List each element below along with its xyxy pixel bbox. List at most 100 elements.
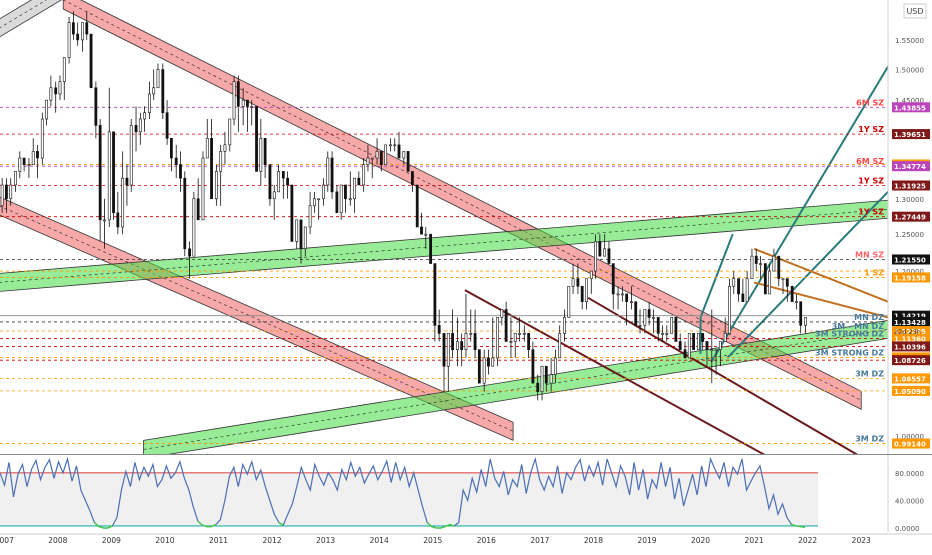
candle-body [344,184,347,200]
candle-body [45,99,48,120]
price-tag-text: 1.43855 [894,104,926,112]
price-level-label: 1Y SZ [858,176,884,185]
time-tick-label: 2008 [48,536,67,545]
candle-body [674,317,678,342]
candle-body [89,33,93,89]
price-tag-box [892,385,930,396]
candle-body [169,138,173,159]
price-level-label: 3M - MN DZ [832,322,885,331]
candle-body [31,151,35,165]
price-tick-label: 1.20000 [895,268,924,276]
time-tick-label: 2017 [530,536,549,545]
price-tick-label: 1.45000 [895,97,924,105]
price-tag-box [892,272,930,283]
candle-body [647,309,651,318]
candle-body [513,333,517,342]
time-tick-label: 2011 [209,536,228,545]
price-level-label: 1Y SZ [858,208,884,217]
oscillator-oversold-segment [444,523,451,528]
candle-body [795,301,798,303]
price-tick-label: 1.25000 [895,231,924,239]
candle-body [544,365,548,384]
oscillator-oversold-segment [197,520,203,526]
candle-body [500,309,504,318]
candle-body [402,151,406,159]
candle-body [76,33,80,41]
oscillator-line [0,456,806,529]
candle-body [192,198,196,257]
candle-body [138,118,142,133]
candle-body [567,285,571,318]
candle-body [540,365,544,392]
candle-body [741,293,745,302]
time-tick-label: 2014 [370,536,389,545]
price-level-label: 3M DZ [855,435,884,444]
candle-body [335,191,339,214]
candle-body [366,157,370,165]
candle-body [98,125,102,221]
trend-line-5 [710,65,888,363]
candle-body [469,333,473,335]
candle-body [411,171,414,186]
candle-body [36,151,39,159]
candle-body [357,177,361,186]
time-tick-label: 2009 [102,536,121,545]
price-tag-box [892,341,930,352]
candle-body [697,333,700,350]
price-tick-label: 1.55000 [895,37,924,45]
candle-body [148,93,151,113]
candle-body [665,333,669,335]
candle-body [268,164,272,200]
candle-body [353,177,356,200]
candle-body [125,177,129,186]
candle-body [58,81,62,95]
price-tag-box [892,373,930,384]
candle-body [201,157,205,221]
oscillator-oversold-segment [440,525,446,529]
candle-body [634,301,638,326]
price-tick-label: 1.00000 [895,433,924,441]
candle-body [745,278,749,302]
candle-body [286,177,290,186]
candle-body [616,293,620,296]
candle-body [554,357,557,375]
price-tag-text: 1.12295 [894,328,926,336]
price-tag-text: 0.99140 [894,441,926,449]
candle-body [62,57,66,82]
candle-body [558,333,562,359]
candle-body [518,333,521,335]
candle-body [375,151,379,159]
oscillator-oversold-segment [211,523,217,528]
candle-body [737,278,740,295]
price-level-label: 6M SZ [856,157,884,166]
candle-body [585,278,588,302]
trend-line-9 [464,289,766,454]
time-tick-label: 2022 [798,536,817,545]
price-tick-label: 1.50000 [895,67,924,75]
time-tick-label: 2019 [637,536,656,545]
oscillator-oversold-segment [98,525,104,529]
price-level-label: 3M STRONG DZ [815,348,884,357]
candle-body [165,112,169,139]
price-level-label: 3M DZ [855,369,884,378]
price-level-label: 1Y SZ [858,125,884,134]
trendline-layer [0,0,888,454]
trend-line-6 [726,191,888,359]
oscillator-oversold-segment [278,521,284,526]
oscillator-oversold-segment [202,524,208,528]
time-tick-label: 2020 [691,536,710,545]
candle-body [424,233,428,236]
candle-body [630,301,633,303]
price-tag-box [892,333,930,344]
candle-body [370,157,374,160]
candlestick-series [0,11,807,401]
candle-body [718,341,722,350]
candle-body [491,357,495,367]
candle-body [576,278,580,287]
candle-body [728,285,731,334]
candle-body [656,317,660,334]
candle-body [85,22,89,35]
candle-body [241,99,245,107]
price-tag-box [892,161,930,172]
